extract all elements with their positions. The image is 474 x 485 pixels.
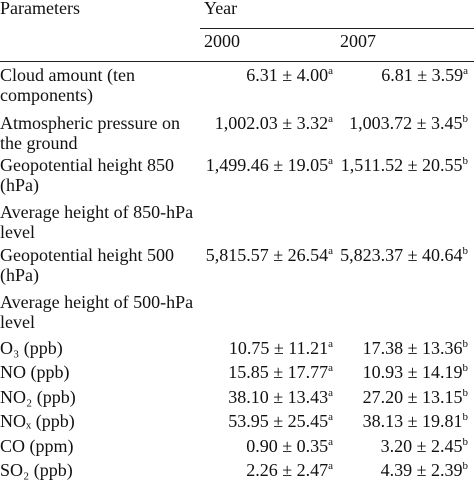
value: 15.85 ± 17.77: [228, 362, 329, 382]
cell-value: 6.31 ± 4.00a: [246, 65, 333, 85]
cell-value: 1,499.46 ± 19.05a: [206, 155, 333, 175]
note: a: [328, 460, 333, 472]
value: 0.90 ± 0.35: [246, 436, 329, 456]
cell-value: 3.20 ± 2.45b: [381, 436, 468, 456]
note: b: [462, 436, 469, 448]
cell-value: 10.75 ± 11.21a: [229, 338, 333, 358]
cell-value: 1,511.52 ± 20.55b: [341, 155, 468, 175]
parameter: level: [0, 312, 35, 332]
cell-value: 1,003.72 ± 3.45b: [349, 113, 468, 133]
note: b: [462, 338, 469, 350]
value: 38.10 ± 13.43: [228, 387, 329, 407]
note: b: [462, 362, 469, 374]
value: 10.75 ± 11.21: [228, 338, 329, 358]
rule: [0, 61, 474, 62]
note: a: [328, 245, 333, 257]
note: a: [328, 436, 333, 448]
cell-value: 17.38 ± 13.36b: [363, 338, 468, 358]
value: 6.31 ± 4.00: [246, 65, 329, 85]
note: a: [328, 411, 333, 423]
value: 4.39 ± 2.39: [380, 460, 463, 480]
parameter: Atmospheric pressure on: [0, 113, 180, 133]
cell-value: 1,002.03 ± 3.32a: [215, 113, 333, 133]
note: b: [462, 411, 469, 423]
value: 1,499.46 ± 19.05: [205, 155, 329, 175]
note: b: [462, 460, 469, 472]
parameter: (hPa): [0, 265, 39, 285]
cell-value: 5,823.37 ± 40.64b: [340, 245, 468, 265]
note: b: [462, 113, 469, 125]
note: a: [463, 65, 468, 77]
parameter: components): [0, 85, 93, 105]
cell-value: 4.39 ± 2.39b: [381, 460, 468, 480]
parameter: (hPa): [0, 175, 39, 195]
note: a: [328, 113, 333, 125]
value: 38.13 ± 19.81: [362, 411, 463, 431]
value: 17.38 ± 13.36: [362, 338, 463, 358]
note: a: [328, 155, 333, 167]
parameter: NO (ppb): [0, 362, 70, 382]
parameter: Average height of 500-hPa: [0, 292, 194, 312]
cell-value: 38.10 ± 13.43a: [228, 387, 333, 407]
column-header: 2000: [204, 31, 240, 51]
parameter: the ground: [0, 133, 78, 153]
parameter: NOₓ (ppb): [0, 411, 75, 431]
value: 3.20 ± 2.45: [380, 436, 463, 456]
value: 6.81 ± 3.59: [381, 65, 464, 85]
note: a: [328, 362, 333, 374]
value: 2.26 ± 2.47: [246, 460, 329, 480]
note: a: [328, 387, 333, 399]
cell-value: 27.20 ± 13.15b: [363, 387, 468, 407]
note: b: [462, 387, 469, 399]
value: 5,823.37 ± 40.64: [340, 245, 463, 265]
cell-value: 10.93 ± 14.19b: [363, 362, 468, 382]
value: 5,815.57 ± 26.54: [205, 245, 329, 265]
cell-value: 15.85 ± 17.77a: [228, 362, 333, 382]
parameter: Average height of 850-hPa: [0, 202, 194, 222]
parameter: SO₂ (ppb): [0, 460, 73, 480]
rule: [200, 28, 474, 29]
cell-value: 0.90 ± 0.35a: [246, 436, 333, 456]
parameter: Cloud amount (ten: [0, 65, 135, 85]
value: 1,003.72 ± 3.45: [349, 113, 463, 133]
parameter: O₃ (ppb): [0, 338, 63, 358]
cell-value: 6.81 ± 3.59a: [381, 65, 468, 85]
cell-value: 2.26 ± 2.47a: [246, 460, 333, 480]
parameter: Geopotential height 500: [0, 245, 174, 265]
parameter: level: [0, 222, 35, 242]
cell-value: 38.13 ± 19.81b: [363, 411, 468, 431]
cell-value: 5,815.57 ± 26.54a: [206, 245, 333, 265]
header-year: Year: [204, 0, 238, 18]
note: b: [462, 155, 469, 167]
note: a: [328, 338, 333, 350]
value: 53.95 ± 25.45: [228, 411, 329, 431]
parameter: NO₂ (ppb): [0, 387, 76, 407]
parameter: Geopotential height 850: [0, 155, 174, 175]
value: 10.93 ± 14.19: [362, 362, 463, 382]
header-parameters: Parameters: [0, 0, 80, 18]
parameter: CO (ppm): [0, 436, 74, 456]
cell-value: 53.95 ± 25.45a: [228, 411, 333, 431]
value: 1,002.03 ± 3.32: [214, 113, 329, 133]
note: a: [328, 65, 333, 77]
note: b: [462, 245, 469, 257]
value: 1,511.52 ± 20.55: [340, 155, 463, 175]
column-header: 2007: [340, 31, 376, 51]
value: 27.20 ± 13.15: [362, 387, 463, 407]
